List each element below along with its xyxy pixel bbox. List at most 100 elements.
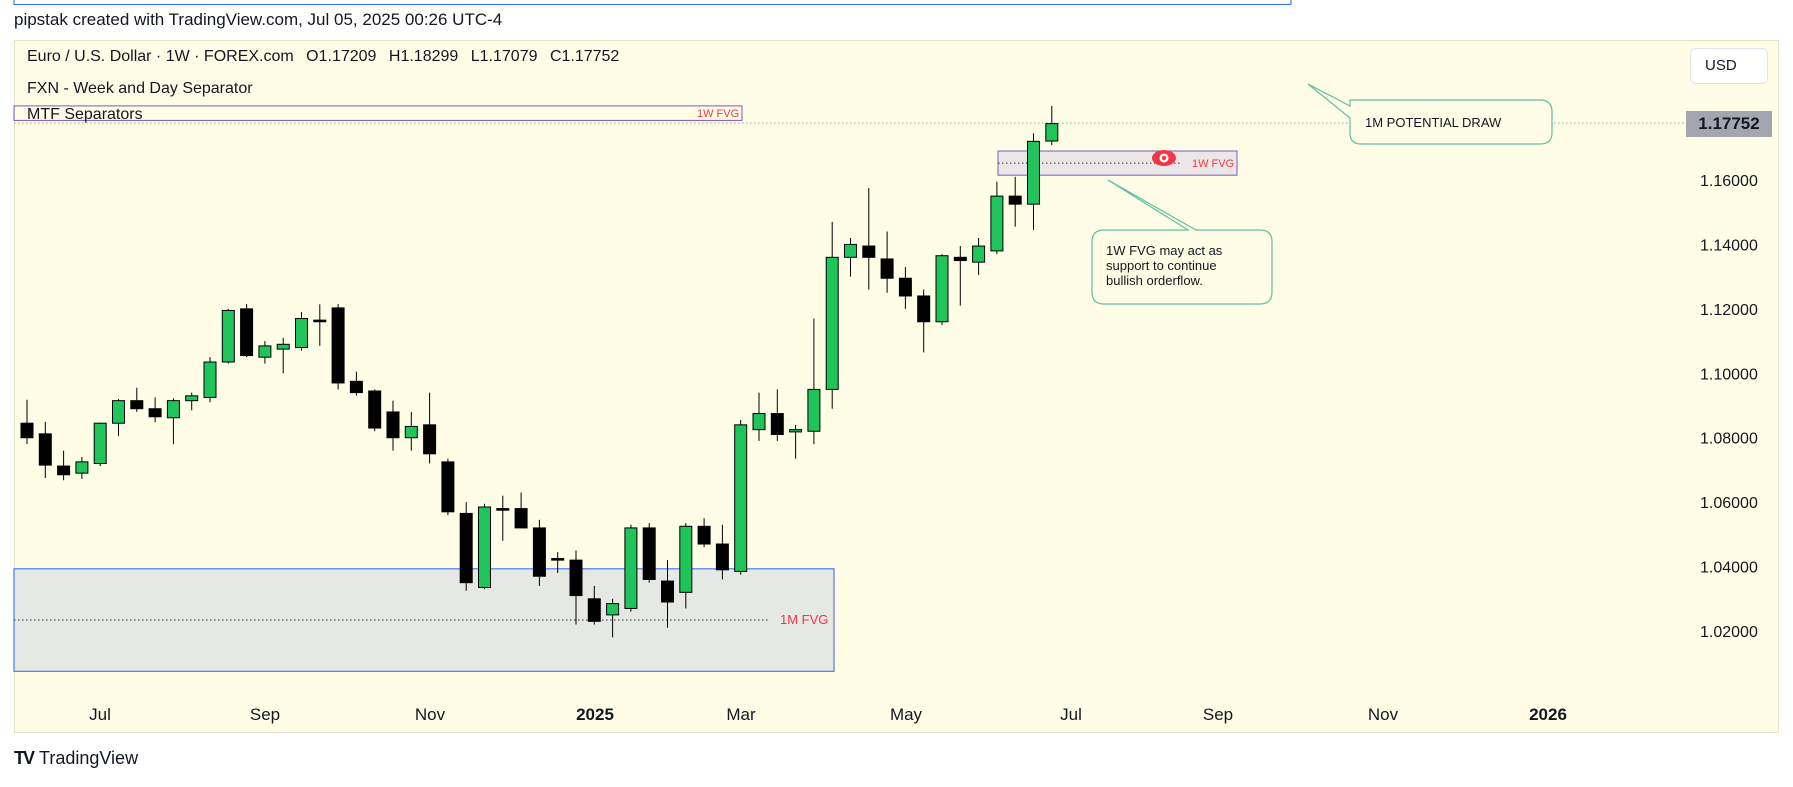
candle-down[interactable] <box>240 304 254 358</box>
price-axis: 1.02000 1.04000 1.06000 1.08000 1.10000 1.120… <box>1700 173 1758 641</box>
candle-up[interactable] <box>734 419 748 575</box>
candle-down[interactable] <box>642 523 656 583</box>
candle-up[interactable] <box>624 524 638 612</box>
candle-down[interactable] <box>532 519 546 586</box>
candle-up[interactable] <box>844 237 857 277</box>
candle-up[interactable] <box>221 308 235 364</box>
candle-up[interactable] <box>75 457 89 479</box>
symbol-legend[interactable]: Euro / U.S. Dollar · 1W · FOREX.com O1.1… <box>27 48 627 66</box>
candle-body <box>679 525 693 593</box>
price-tick-label: 1.04000 <box>1700 560 1758 577</box>
candle-body <box>807 388 821 432</box>
candle-body <box>38 433 52 466</box>
candle-down[interactable] <box>20 399 34 445</box>
callout-text-line: support to continue <box>1106 258 1217 273</box>
candle-body <box>130 400 144 410</box>
candle-down[interactable] <box>38 421 52 478</box>
candle-up[interactable] <box>276 337 290 374</box>
candle-body <box>1008 195 1022 205</box>
indicator-week-day-separator[interactable]: FXN - Week and Day Separator <box>27 80 253 97</box>
candle-down[interactable] <box>917 289 931 353</box>
candle-up[interactable] <box>112 399 125 437</box>
eye-icon[interactable] <box>1152 150 1176 166</box>
candle-body <box>221 309 235 363</box>
time-tick-label: Mar <box>726 705 756 724</box>
candle-body <box>240 308 254 357</box>
candle-down[interactable] <box>697 518 711 548</box>
candle-down[interactable] <box>313 304 327 346</box>
candle-up[interactable] <box>752 392 766 441</box>
candle-down[interactable] <box>57 450 71 481</box>
candle-body <box>953 256 967 262</box>
candle-down[interactable] <box>1008 176 1022 227</box>
candle-up[interactable] <box>972 237 986 276</box>
candle-up[interactable] <box>990 181 1004 255</box>
candle-down[interactable] <box>148 397 162 423</box>
candle-down[interactable] <box>880 231 894 293</box>
candle-body <box>715 543 729 571</box>
callout-potential-draw[interactable]: 1M POTENTIAL DRAW <box>1307 83 1553 145</box>
candle-up[interactable] <box>404 411 418 451</box>
candle-up[interactable] <box>825 221 839 409</box>
currency-selector[interactable]: USD <box>1690 48 1768 84</box>
candle-down[interactable] <box>715 524 729 580</box>
candle-down[interactable] <box>459 502 473 591</box>
candle-down[interactable] <box>349 371 363 396</box>
candle-up[interactable] <box>935 254 949 325</box>
candle-up[interactable] <box>93 422 107 467</box>
candle-up[interactable] <box>1045 105 1059 146</box>
fvg-label: 1W FVG <box>697 108 739 120</box>
indicator-mtf-separators[interactable]: MTF Separators <box>27 106 143 123</box>
candle-down[interactable] <box>898 266 912 309</box>
fvg-zone-1w-top[interactable] <box>13 105 743 121</box>
candle-up[interactable] <box>258 341 272 364</box>
candle-body <box>331 307 345 384</box>
candle-down[interactable] <box>441 458 455 516</box>
candle-body <box>349 380 363 394</box>
price-tick-label: 1.12000 <box>1700 302 1758 319</box>
candle-body <box>368 390 382 429</box>
candle-down[interactable] <box>514 492 528 529</box>
candle-body <box>697 525 711 545</box>
candle-down[interactable] <box>368 389 382 432</box>
last-price-label: 1.17752 <box>1686 111 1772 137</box>
candle-body <box>770 413 784 435</box>
candle-up[interactable] <box>166 398 180 445</box>
candle-body <box>825 256 839 390</box>
candle-down[interactable] <box>130 387 144 412</box>
candle-down[interactable] <box>661 560 674 628</box>
time-tick-label: Jul <box>1060 705 1082 724</box>
candle-down[interactable] <box>496 495 510 541</box>
candle-body <box>844 243 857 258</box>
candle-body <box>112 400 125 424</box>
candle-down[interactable] <box>953 246 967 306</box>
candle-down[interactable] <box>862 188 876 290</box>
callout-text-line: bullish orderflow. <box>1106 273 1203 288</box>
candle-down[interactable] <box>423 392 437 464</box>
candle-up[interactable] <box>679 523 693 609</box>
candle-up[interactable] <box>295 312 308 351</box>
candle-up[interactable] <box>203 357 217 403</box>
candle-down[interactable] <box>770 389 784 441</box>
candle-down[interactable] <box>569 550 583 625</box>
candle-up[interactable] <box>478 503 491 590</box>
price-tick-label: 1.14000 <box>1700 237 1758 254</box>
candle-down[interactable] <box>587 585 601 625</box>
candle-body <box>734 424 748 572</box>
fvg-label: 1M FVG <box>780 612 828 627</box>
candle-down[interactable] <box>551 552 565 574</box>
candle-up[interactable] <box>185 392 199 411</box>
candle-down[interactable] <box>331 304 345 390</box>
candle-up[interactable] <box>807 318 821 445</box>
candle-up[interactable] <box>789 424 803 459</box>
candle-up[interactable] <box>606 598 620 638</box>
time-tick-label: 2025 <box>576 705 614 724</box>
price-tick-label: 1.02000 <box>1700 624 1758 641</box>
high-value: H1.18299 <box>388 48 459 65</box>
tradingview-logo[interactable]: TV TradingView <box>14 748 138 769</box>
fvg-zone-1m-top[interactable] <box>13 0 1292 5</box>
candle-up[interactable] <box>1027 133 1040 230</box>
candle-down[interactable] <box>386 400 400 451</box>
